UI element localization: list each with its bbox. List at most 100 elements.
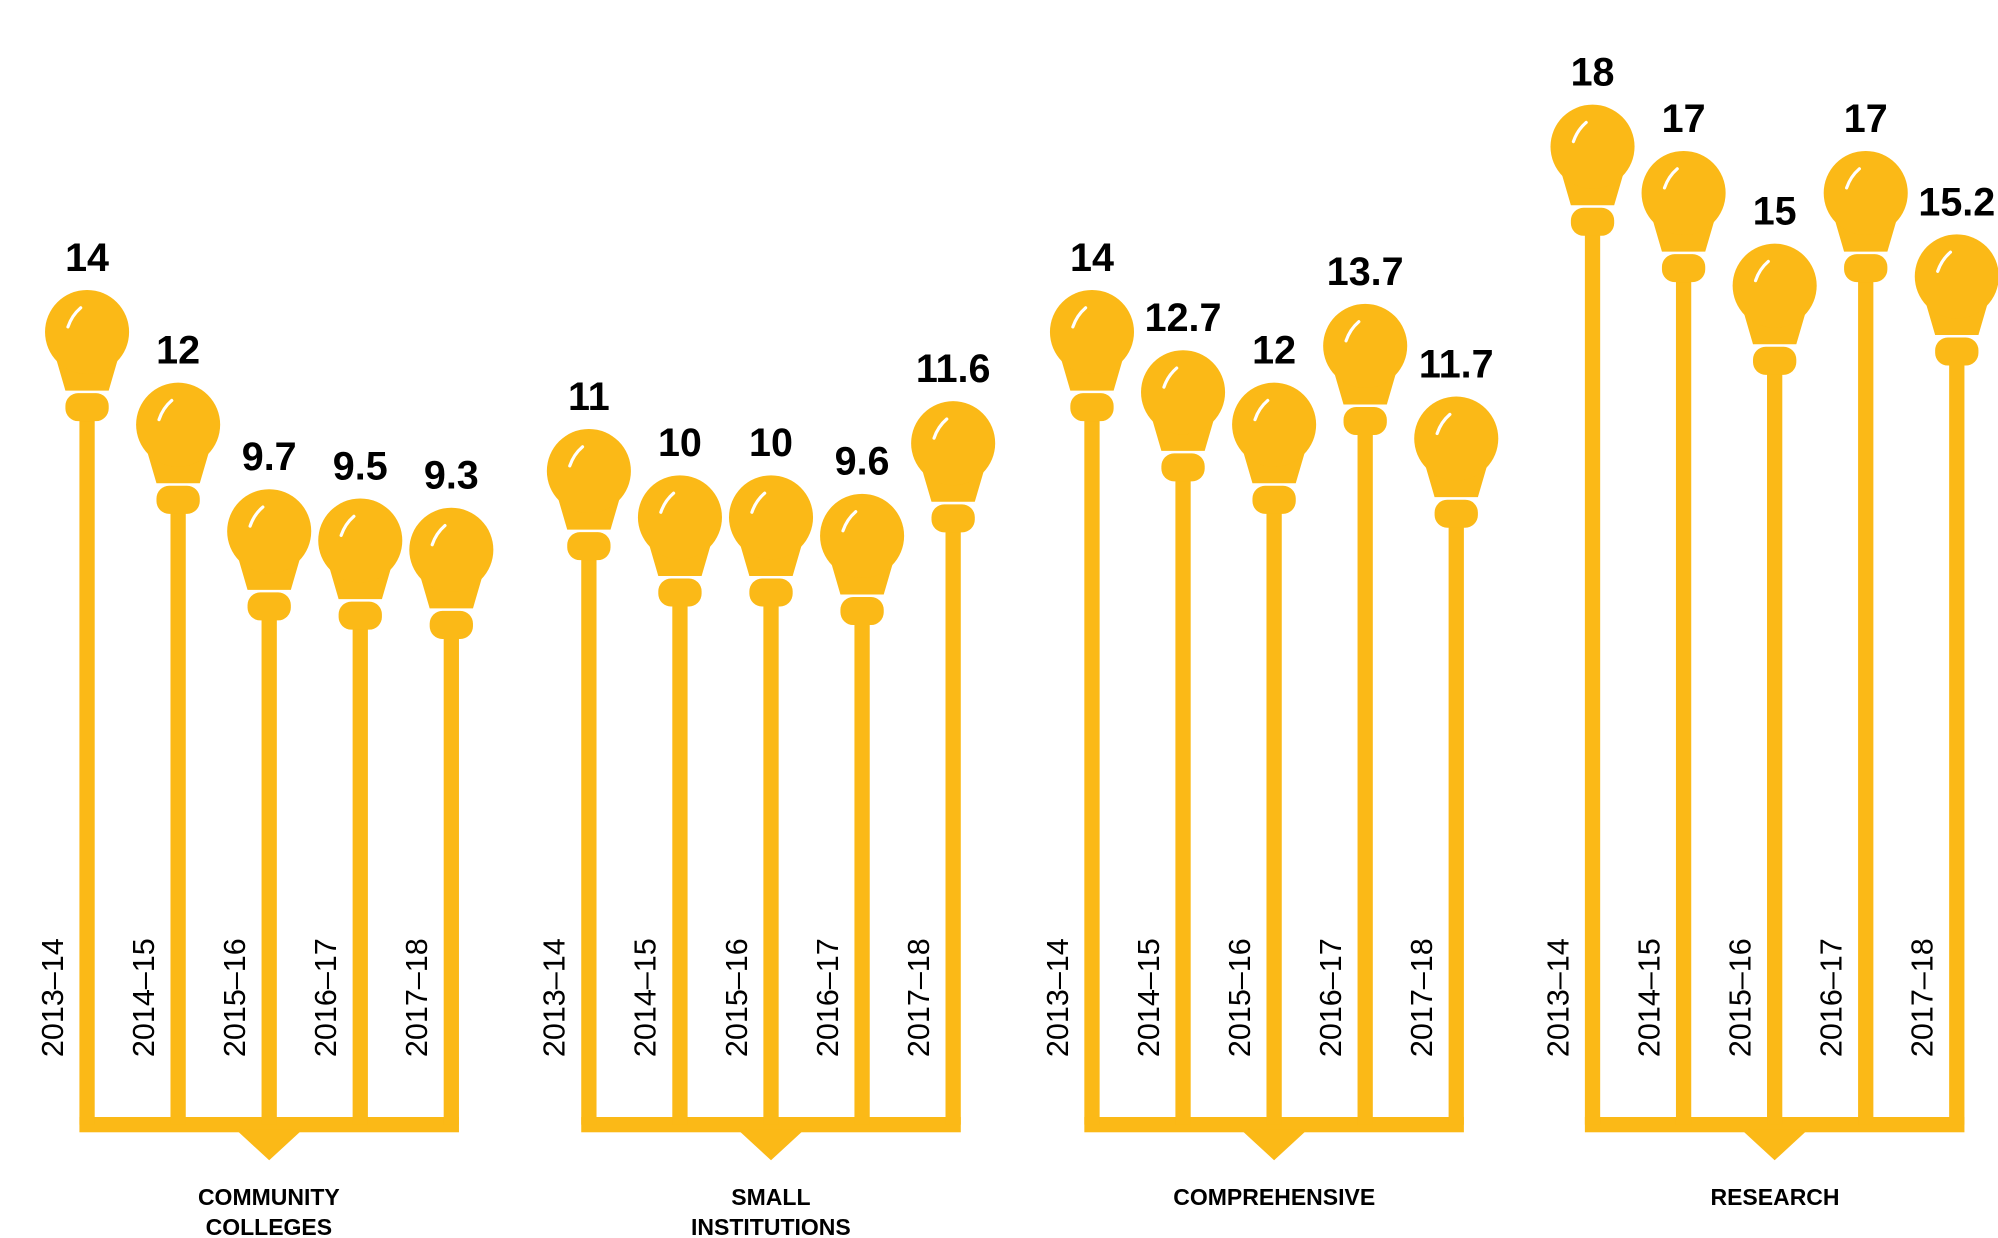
bulb: [820, 493, 905, 578]
bulb-highlight: [339, 514, 356, 538]
bulb-stem: [1949, 340, 1965, 1125]
bulb: [227, 489, 312, 574]
base-pointer: [1741, 1129, 1808, 1161]
value-label: 12.7: [1145, 296, 1222, 340]
bulb-stem: [1448, 502, 1464, 1125]
value-label: 9.3: [424, 454, 479, 498]
bulb-cap: [1161, 453, 1205, 482]
x-tick-label: 2016–17: [309, 938, 343, 1057]
bulb-highlight: [659, 491, 676, 514]
bulb-stem: [1357, 409, 1373, 1125]
value-label: 12: [156, 329, 200, 373]
value-label: 11.6: [916, 347, 991, 391]
bulb: [637, 475, 722, 560]
bulb-highlight: [841, 510, 858, 533]
bulb-highlight: [1662, 167, 1679, 190]
bulb-cap: [658, 578, 702, 607]
base-pointer: [737, 1129, 805, 1161]
value-label: 9.7: [242, 435, 297, 479]
bulb: [45, 289, 130, 375]
base-pointer: [236, 1129, 303, 1161]
value-label: 10: [749, 421, 793, 465]
bulb-cap: [65, 393, 109, 422]
bulb-cap: [247, 592, 291, 621]
value-label: 12: [1252, 329, 1296, 373]
x-tick-label: 2015–16: [1723, 938, 1757, 1057]
bulb-highlight: [1253, 398, 1270, 422]
group-label: SMALL INSTITUTIONS: [691, 1184, 851, 1238]
x-tick-label: 2016–17: [1815, 938, 1849, 1057]
bulb-highlight: [1162, 366, 1179, 389]
bulb-stem: [1584, 210, 1601, 1125]
bulb: [1414, 396, 1499, 481]
bulb-highlight: [157, 398, 174, 422]
bulb-highlight: [430, 523, 447, 547]
x-tick-label: 2013–14: [1041, 938, 1075, 1057]
bulb-cap: [156, 485, 200, 514]
bulb-stem: [79, 395, 95, 1125]
bulb-stem: [1084, 395, 1100, 1125]
bulb-stem: [1175, 455, 1191, 1125]
bulb-highlight: [1435, 412, 1452, 436]
bulb-cap: [931, 504, 975, 533]
value-label: 9.6: [835, 440, 890, 484]
bulb: [1823, 150, 1908, 236]
bulb-cap: [429, 610, 473, 639]
bulb: [911, 401, 996, 486]
bulb-cap: [338, 601, 382, 630]
bulb: [728, 475, 814, 560]
bulb: [409, 507, 494, 592]
bulb: [1914, 234, 1998, 319]
base-pointer: [1240, 1129, 1308, 1161]
bulb-cap: [1753, 346, 1797, 375]
bulb-highlight: [1845, 167, 1861, 190]
bulb-highlight: [1936, 250, 1953, 273]
bulb-stem: [443, 613, 459, 1125]
bulb-cap: [1844, 254, 1888, 283]
bulb-cap: [1661, 254, 1706, 283]
value-label: 14: [65, 236, 109, 280]
bulb-stem: [763, 581, 779, 1125]
bulb-stem: [1266, 488, 1282, 1125]
x-tick-label: 2013–14: [538, 938, 572, 1057]
bulb-highlight: [1753, 259, 1770, 283]
bulb-stem: [581, 534, 597, 1125]
group-label: COMPREHENSIVE: [1173, 1184, 1376, 1211]
bulb-stem: [170, 488, 186, 1125]
x-tick-label: 2014–15: [1132, 938, 1166, 1057]
bulb-highlight: [932, 417, 949, 440]
bulb-stem: [945, 506, 961, 1125]
value-label: 9.5: [333, 444, 388, 488]
group-label: COMMUNITY COLLEGES: [197, 1184, 340, 1238]
value-label: 10: [658, 421, 702, 465]
bulb: [1732, 243, 1817, 328]
bulb-highlight: [1071, 306, 1088, 329]
value-label: 11.7: [1419, 342, 1494, 386]
x-tick-label: 2014–15: [629, 938, 663, 1057]
x-tick-label: 2016–17: [1314, 938, 1348, 1057]
bulb-highlight: [66, 306, 83, 329]
x-tick-label: 2017–18: [1405, 938, 1439, 1057]
bulb-cap: [1570, 207, 1615, 236]
bulb-cap: [749, 578, 793, 607]
value-label: 15.2: [1918, 180, 1995, 224]
x-tick-label: 2013–14: [36, 938, 70, 1057]
bulb: [1323, 303, 1408, 388]
bulb-highlight: [1571, 120, 1588, 144]
value-label: 15: [1753, 190, 1797, 234]
value-label: 13.7: [1327, 250, 1404, 294]
bulb-highlight: [248, 505, 265, 528]
bulb: [318, 498, 403, 583]
x-tick-label: 2017–18: [1906, 938, 1940, 1057]
bulb: [1550, 104, 1635, 189]
group-label: RESEARCH: [1710, 1184, 1840, 1211]
bulb-cap: [840, 597, 884, 626]
bulb-stem: [1767, 349, 1783, 1125]
bulb-cap: [1434, 499, 1478, 528]
x-tick-label: 2017–18: [400, 938, 434, 1057]
x-tick-label: 2014–15: [127, 938, 161, 1057]
value-label: 11: [568, 375, 610, 419]
bulb-cap: [1343, 407, 1387, 436]
